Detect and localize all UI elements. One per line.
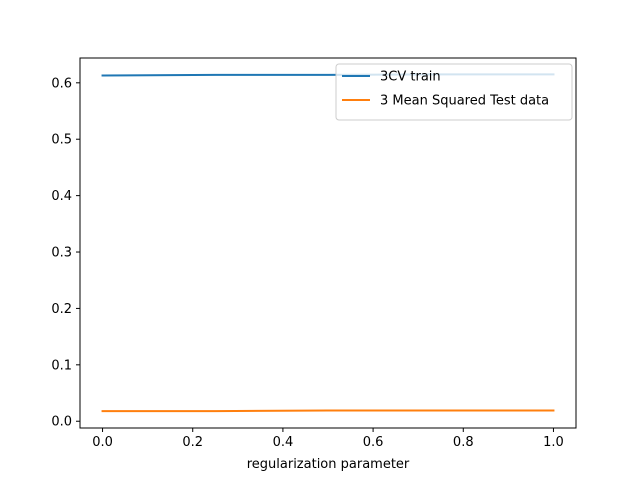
y-tick-label: 0.4 xyxy=(51,189,72,204)
y-axis-ticks: 0.0 0.1 0.2 0.3 0.4 0.5 0.6 xyxy=(51,76,80,430)
x-tick-label: 0.4 xyxy=(273,435,294,450)
y-tick-label: 0.1 xyxy=(51,358,72,373)
legend-label-2: 3 Mean Squared Test data xyxy=(380,94,549,109)
x-tick-label: 0.6 xyxy=(363,435,384,450)
x-axis-label: regularization parameter xyxy=(247,457,410,472)
legend-label-1: 3CV train xyxy=(380,70,441,85)
y-tick-label: 0.3 xyxy=(51,246,72,261)
y-tick-label: 0.2 xyxy=(51,302,72,317)
plot-frame xyxy=(79,57,577,429)
y-tick-label: 0.5 xyxy=(51,133,72,148)
x-tick-label: 0.8 xyxy=(453,435,474,450)
y-tick-label: 0.0 xyxy=(51,415,72,430)
y-tick-label: 0.6 xyxy=(51,76,72,91)
x-axis-ticks: 0.0 0.2 0.4 0.6 0.8 1.0 xyxy=(92,428,564,450)
x-tick-label: 0.2 xyxy=(182,435,203,450)
x-tick-label: 0.0 xyxy=(92,435,113,450)
x-tick-label: 1.0 xyxy=(543,435,564,450)
legend-box xyxy=(335,63,573,121)
series-line-2 xyxy=(101,409,555,413)
legend: 3CV train 3 Mean Squared Test data xyxy=(335,63,573,121)
